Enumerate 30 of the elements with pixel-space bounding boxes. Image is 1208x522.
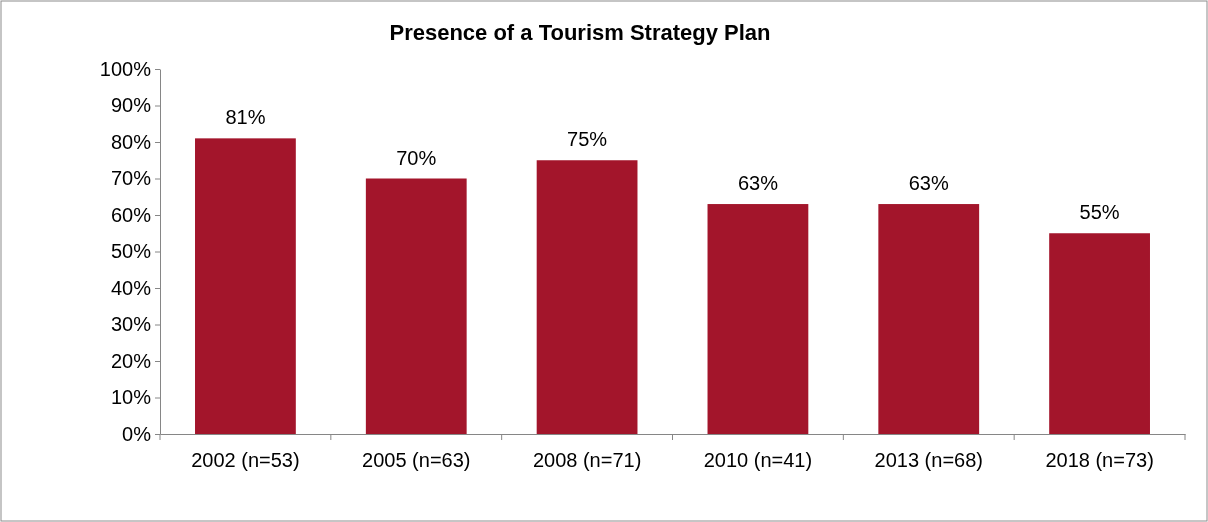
y-tick-label: 40% [110,276,152,299]
bar [195,138,296,434]
bar [365,178,467,434]
x-tick-label: 2013 (n=68) [874,449,983,471]
x-tick-label: 2018 (n=73) [1045,449,1154,471]
x-tick-label: 2008 (n=71) [532,449,642,471]
y-tick-label: 30% [110,313,152,336]
y-tick-label: 0% [122,422,152,445]
y-tick-label: 10% [110,386,152,409]
x-tick-label: 2002 (n=53) [191,449,300,471]
data-label: 81% [225,106,266,129]
y-tick-label: 50% [110,240,152,263]
x-tick-label: 2010 (n=41) [703,449,813,471]
data-label: 63% [908,172,949,195]
y-tick-label: 70% [110,167,152,190]
bar [536,160,638,434]
bar [707,204,809,434]
chart-title: Presence of a Tourism Strategy Plan [389,20,771,45]
bar [878,204,980,434]
bar [1049,233,1150,434]
x-tick-label: 2005 (n=63) [362,449,471,471]
y-tick-label: 90% [110,94,152,117]
data-label: 75% [567,128,608,151]
y-tick-label: 20% [110,349,152,372]
data-label: 63% [737,172,779,195]
data-label: 55% [1079,201,1120,224]
data-label: 70% [396,146,437,169]
y-tick-label: 60% [110,203,152,226]
y-tick-label: 100% [99,57,152,80]
y-tick-label: 80% [110,130,152,153]
